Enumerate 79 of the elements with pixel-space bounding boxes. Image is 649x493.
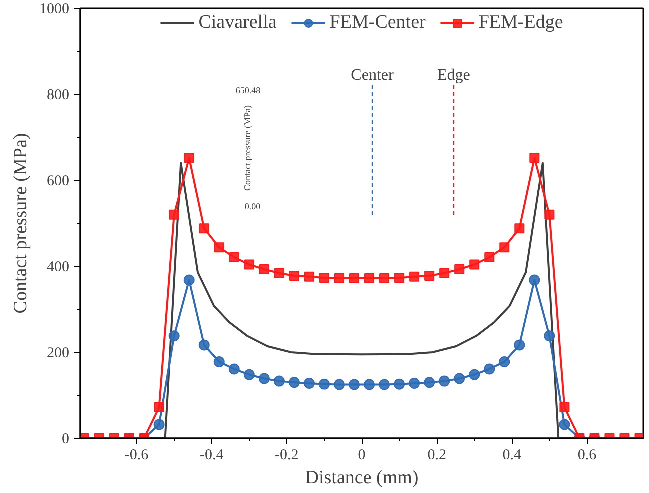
point xyxy=(334,274,344,284)
point xyxy=(334,379,345,390)
point xyxy=(319,273,330,284)
point xyxy=(469,369,480,380)
annotation: Edge xyxy=(438,66,470,84)
point xyxy=(228,364,240,375)
point xyxy=(409,378,420,389)
point xyxy=(514,340,526,351)
point xyxy=(304,378,315,389)
point xyxy=(454,373,466,384)
point xyxy=(439,376,450,387)
point xyxy=(544,330,556,342)
point xyxy=(379,379,390,390)
point xyxy=(168,330,180,342)
point xyxy=(318,378,330,390)
x-tick-label: 0.6 xyxy=(578,448,598,464)
point xyxy=(440,268,450,278)
y-tick-label: 800 xyxy=(47,88,70,104)
point xyxy=(259,264,270,275)
point xyxy=(244,260,254,270)
point xyxy=(304,272,314,282)
x-tick-label: 0 xyxy=(358,448,366,464)
point xyxy=(154,402,164,413)
point xyxy=(500,242,510,253)
point xyxy=(198,340,210,351)
point xyxy=(424,377,436,388)
point xyxy=(214,242,224,253)
point xyxy=(199,224,210,234)
point xyxy=(364,379,376,390)
point xyxy=(214,356,225,368)
point xyxy=(184,274,195,286)
x-tick-label: -0.6 xyxy=(124,448,150,464)
point xyxy=(410,272,420,282)
legend-label: FEM-Edge xyxy=(478,12,564,34)
point xyxy=(348,379,360,390)
x-tick-label: 0.4 xyxy=(502,448,522,464)
point xyxy=(169,210,180,220)
point xyxy=(394,378,406,390)
point xyxy=(530,153,540,164)
point xyxy=(484,252,495,262)
point xyxy=(184,153,194,164)
point xyxy=(529,274,540,286)
x-axis-title: Distance (mm) xyxy=(305,468,419,488)
point xyxy=(394,273,405,284)
x-tick-label: -0.4 xyxy=(200,448,224,464)
annotation: Center xyxy=(351,66,395,84)
annotation: Contact pressure (MPa) xyxy=(242,106,253,191)
point xyxy=(244,369,255,380)
y-tick-label: 400 xyxy=(47,260,70,276)
point xyxy=(274,268,284,278)
point xyxy=(154,419,165,430)
point xyxy=(559,419,570,430)
y-tick-label: 1000 xyxy=(40,2,70,18)
y-tick-label: 0 xyxy=(62,432,70,448)
x-tick-label: -0.2 xyxy=(275,448,299,464)
point xyxy=(560,402,570,413)
y-tick-label: 600 xyxy=(47,174,70,190)
y-tick-label: 200 xyxy=(47,346,70,362)
point xyxy=(484,364,496,375)
y-axis-title: Contact pressure (MPa) xyxy=(10,133,32,314)
legend-label: FEM-Center xyxy=(330,12,426,34)
point xyxy=(258,373,270,384)
point xyxy=(288,377,300,388)
point xyxy=(454,264,465,275)
point xyxy=(544,210,555,220)
point xyxy=(289,270,300,281)
point xyxy=(514,224,525,234)
legend-label: Ciavarella xyxy=(198,12,277,34)
point xyxy=(470,260,480,270)
point xyxy=(424,270,435,281)
point xyxy=(499,356,510,368)
point xyxy=(274,376,285,387)
point xyxy=(380,274,390,284)
x-tick-label: 0.2 xyxy=(428,448,446,464)
point xyxy=(349,274,360,284)
annotation: 0.00 xyxy=(244,201,262,212)
point xyxy=(229,252,240,262)
annotation: 650.48 xyxy=(236,86,262,96)
point xyxy=(364,274,375,284)
